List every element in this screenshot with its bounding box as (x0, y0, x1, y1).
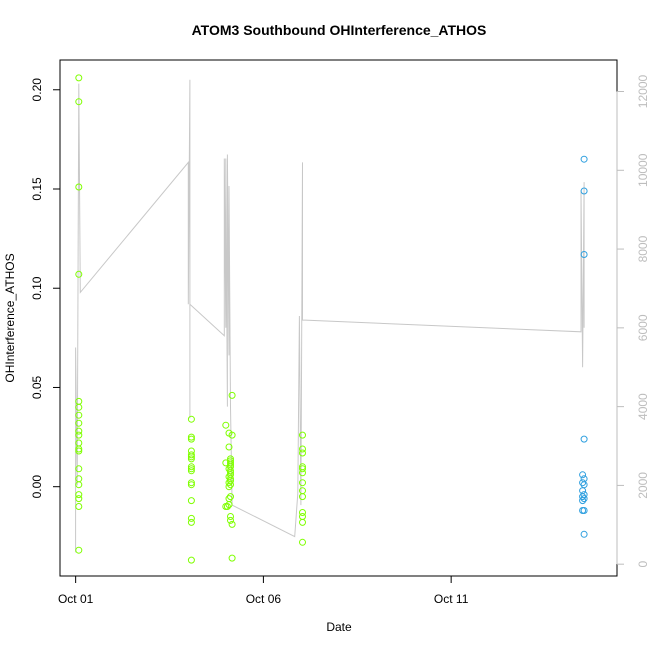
data-point (187, 415, 195, 423)
y-tick-label: 0.00 (30, 475, 44, 499)
chart-title: ATOM3 Southbound OHInterference_ATHOS (192, 22, 487, 38)
data-point (225, 479, 233, 487)
data-point (223, 503, 231, 510)
data-point (299, 465, 306, 473)
y-axis-title: OHInterference_ATHOS (3, 253, 17, 382)
data-point (227, 481, 234, 489)
data-point (579, 479, 587, 487)
data-point (579, 493, 587, 501)
y-axis: 0.00 0.05 0.10 0.15 0.20 (30, 78, 61, 499)
data-point (75, 403, 83, 411)
data-point (75, 74, 83, 82)
data-point (299, 538, 306, 546)
data-point (299, 493, 306, 501)
data-point (227, 493, 234, 501)
data-point (187, 556, 195, 564)
data-point (228, 391, 236, 399)
data-point (75, 491, 83, 499)
altitude-layer (75, 79, 585, 553)
data-point (580, 187, 588, 195)
y2-tick-label: 4000 (636, 393, 650, 420)
data-point (299, 518, 306, 526)
y-tick-label: 0.10 (30, 276, 44, 300)
y2-tick-label: 0 (636, 561, 650, 568)
data-point (299, 431, 306, 439)
data-point (75, 465, 83, 473)
data-point (187, 479, 195, 487)
data-point (75, 270, 83, 278)
data-point (75, 445, 83, 453)
x-tick-label: Oct 11 (434, 592, 469, 606)
data-point (579, 487, 587, 495)
y2-tick-label: 6000 (636, 314, 650, 341)
data-point (75, 481, 83, 489)
data-point (579, 497, 587, 505)
data-point (228, 431, 236, 439)
x-axis: Oct 01 Oct 06 Oct 11 (58, 575, 469, 606)
data-point (227, 516, 234, 524)
data-point (579, 471, 587, 479)
data-point (75, 546, 83, 554)
data-point (299, 513, 306, 520)
data-point (580, 530, 588, 538)
data-point (580, 435, 588, 443)
y-tick-label: 0.05 (30, 375, 44, 399)
data-point (187, 467, 195, 475)
data-point (187, 518, 195, 526)
data-point (222, 421, 230, 429)
data-point (580, 155, 588, 163)
data-point (75, 183, 83, 191)
y2-axis: 0 2000 4000 6000 8000 10000 12000 (616, 75, 650, 568)
altitude-line (75, 79, 585, 553)
data-point (299, 479, 306, 487)
data-point (75, 503, 83, 510)
data-point (75, 495, 83, 503)
x-tick-label: Oct 01 (58, 592, 94, 606)
data-point (580, 507, 588, 514)
x-axis-title: Date (326, 620, 352, 634)
data-point (222, 459, 230, 467)
data-point (227, 513, 234, 520)
data-point (187, 433, 195, 441)
y2-tick-label: 10000 (636, 153, 650, 187)
y-tick-label: 0.20 (30, 78, 44, 102)
data-point (75, 98, 83, 106)
data-point (225, 443, 233, 451)
x-tick-label: Oct 06 (246, 592, 282, 606)
data-point (187, 514, 195, 522)
data-point (187, 481, 195, 489)
plot-frame (59, 59, 618, 577)
data-point (75, 419, 83, 427)
data-point (580, 495, 588, 503)
data-point (75, 431, 83, 439)
data-point (228, 520, 236, 528)
data-point (187, 465, 195, 473)
y-tick-label: 0.15 (30, 177, 44, 201)
data-point (187, 451, 195, 459)
data-point (187, 497, 195, 505)
data-point (187, 435, 195, 443)
data-point (225, 483, 233, 491)
data-point (299, 509, 306, 516)
y2-tick-label: 8000 (636, 235, 650, 262)
data-point (299, 469, 306, 477)
points-layer (75, 74, 588, 564)
data-point (228, 554, 236, 562)
data-point (187, 453, 195, 461)
y2-tick-label: 2000 (636, 472, 650, 499)
data-point (299, 449, 306, 457)
data-point (187, 455, 195, 463)
data-point (187, 463, 195, 471)
data-point (580, 475, 588, 483)
y2-tick-label: 12000 (636, 75, 650, 109)
data-point (75, 411, 83, 419)
data-point (75, 447, 83, 455)
data-point (75, 427, 83, 435)
data-point (299, 445, 306, 453)
data-point (580, 251, 588, 258)
